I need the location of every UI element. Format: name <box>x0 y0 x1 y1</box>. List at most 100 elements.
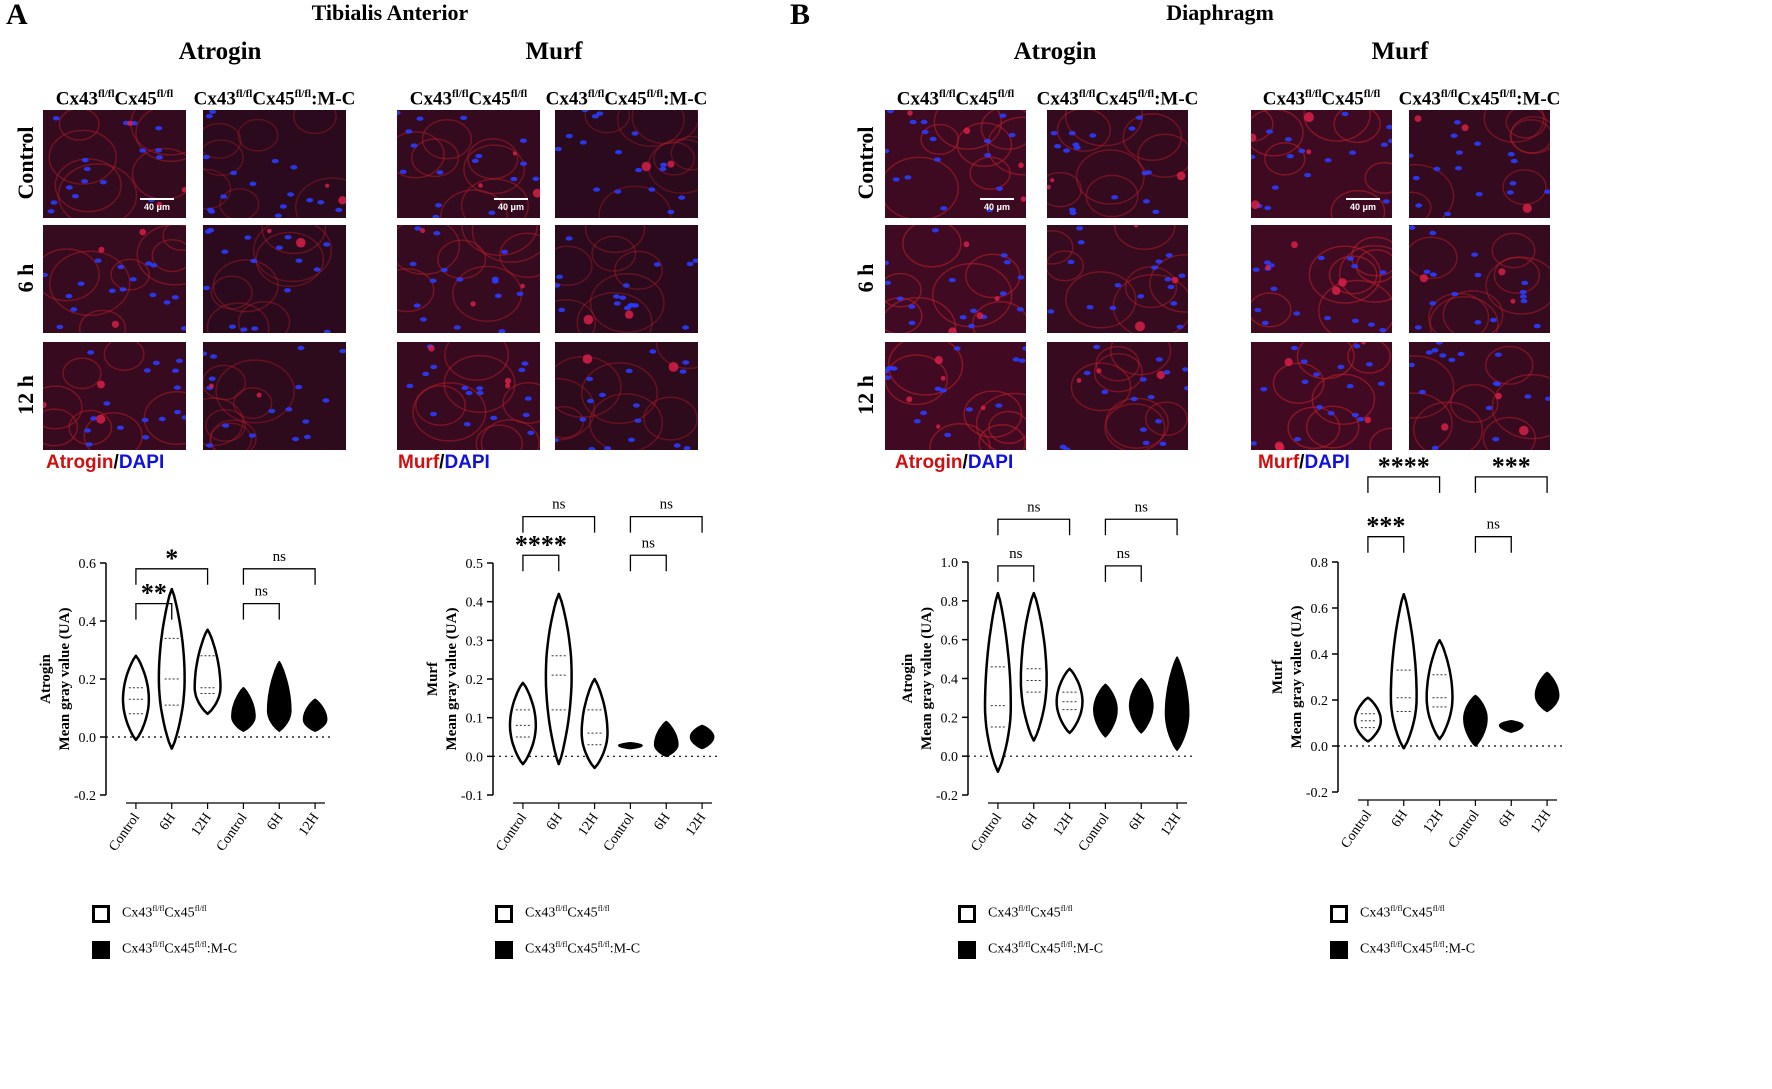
micrograph-image <box>555 225 698 333</box>
legend-label-ko: Cx43fl/flCx45fl/fl:M-C <box>988 940 1104 957</box>
legend-label-wt: Cx43fl/flCx45fl/fl <box>988 904 1073 921</box>
row-label-1: 6 h <box>13 263 38 293</box>
x-tick-label: Control <box>106 811 143 855</box>
significance-label: *** <box>1366 512 1405 541</box>
x-tick-label: 12H <box>576 811 602 839</box>
y-axis-label-2: Mean gray value (UA) <box>919 607 935 750</box>
y-tick-label: 0.2 <box>466 673 484 688</box>
micrograph-image: 40 μm <box>43 110 186 218</box>
y-axis-label-1: Atrogin <box>900 653 916 703</box>
significance-label: **** <box>1378 452 1430 481</box>
violin-shape <box>1498 719 1524 733</box>
violin-chart: -0.2 0.0 0.2 0.4 0.6 Atrogin Mean gray value (… <box>38 544 333 855</box>
stain-label-ta-murf: Murf/DAPI <box>398 452 490 473</box>
x-tick-label: 12H <box>1051 811 1077 839</box>
y-tick-label: -0.1 <box>461 789 483 804</box>
violin-shape <box>653 720 679 758</box>
significance-label: ns <box>1027 499 1041 515</box>
violin-shape <box>121 654 151 742</box>
genotype-header-wt: Cx43fl/flCx45fl/fl <box>409 88 528 110</box>
significance-bracket <box>1104 518 1178 536</box>
significance-label: ns <box>1135 499 1149 515</box>
x-tick-label: Control <box>1338 808 1375 852</box>
micrograph-image <box>555 342 698 450</box>
y-axis-label-2: Mean gray value (UA) <box>444 608 460 751</box>
y-tick-label: 0.2 <box>79 673 97 688</box>
micrograph-image <box>203 225 346 333</box>
genotype-header-ko: Cx43fl/flCx45fl/fl:M-C <box>193 88 356 110</box>
y-tick-label: 0.4 <box>1311 648 1329 663</box>
stain-label-di-murf: Murf/DAPI <box>1258 452 1350 473</box>
legend-label-wt: Cx43fl/flCx45fl/fl <box>525 904 610 921</box>
y-tick-label: 0.0 <box>79 731 97 746</box>
x-tick-label: Control <box>1446 808 1483 852</box>
legend-label-ko: Cx43fl/flCx45fl/fl:M-C <box>525 940 641 957</box>
violin-shape <box>193 628 222 716</box>
micrograph-image: 40 μm <box>1251 110 1392 218</box>
x-tick-label: Control <box>493 811 530 855</box>
y-tick-label: 0.1 <box>466 712 484 727</box>
y-axis-label-1: Murf <box>1270 659 1286 694</box>
x-tick-label: 6H <box>1496 808 1518 831</box>
x-tick-label: 12H <box>683 811 709 839</box>
violin-shape <box>1019 591 1048 742</box>
micrograph-image <box>1047 342 1188 450</box>
violin-shape <box>508 681 538 766</box>
y-axis-label-1: Murf <box>425 661 441 696</box>
y-tick-label: 0.6 <box>79 557 97 572</box>
genotype-header-ko: Cx43fl/flCx45fl/fl:M-C <box>545 88 708 110</box>
row-label-2: 12 h <box>13 375 38 415</box>
x-tick-label: Control <box>968 811 1005 855</box>
y-tick-label: -0.2 <box>74 789 96 804</box>
significance-bracket <box>997 518 1071 536</box>
micrograph-image <box>1409 225 1550 333</box>
row-label-0: Control <box>13 126 38 200</box>
legend-label-wt: Cx43fl/flCx45fl/fl <box>1360 904 1445 921</box>
significance-bracket <box>522 515 596 533</box>
violin-shape <box>266 660 292 732</box>
violin-shape <box>302 698 328 732</box>
y-tick-label: 0.2 <box>1311 694 1329 709</box>
x-tick-label: 12H <box>1528 808 1554 836</box>
micrograph-image <box>43 225 186 333</box>
violin-shape <box>580 677 609 770</box>
x-tick-label: 12H <box>296 811 322 839</box>
significance-bracket <box>135 568 209 585</box>
violin-shape <box>544 592 573 766</box>
scale-bar: 40 μm <box>140 198 174 212</box>
significance-bracket <box>629 515 703 533</box>
x-tick-label: 6H <box>1019 811 1041 834</box>
micrograph-image <box>555 110 698 218</box>
micrograph-image <box>397 225 540 333</box>
violin-chart: -0.2 0.0 0.2 0.4 0.6 0.8 1.0 Atrogin Mean gray v… <box>900 499 1195 855</box>
y-axis-label-2: Mean gray value (UA) <box>57 608 73 751</box>
violin-chart: -0.1 0.0 0.1 0.2 0.3 0.4 0.5 Murf Mean gray valu… <box>425 497 720 855</box>
significance-label: ns <box>273 549 287 565</box>
significance-bracket <box>629 554 667 572</box>
legend-swatch-ko <box>495 941 513 959</box>
violin-shape <box>983 591 1013 773</box>
legend-label-ko: Cx43fl/flCx45fl/fl:M-C <box>1360 940 1476 957</box>
significance-label: ns <box>660 497 674 513</box>
marker-title-ta-atrogin: Atrogin <box>178 38 262 65</box>
legend-swatch-wt <box>495 905 513 923</box>
y-tick-label: -0.2 <box>1306 786 1328 801</box>
y-tick-label: 0.6 <box>941 634 959 649</box>
violin-shape <box>1389 592 1418 750</box>
legend-label-wt: Cx43fl/flCx45fl/fl <box>122 904 207 921</box>
x-tick-label: 12H <box>189 811 215 839</box>
legend-swatch-wt <box>92 905 110 923</box>
micrograph-image <box>1047 110 1188 218</box>
violin-shape <box>1128 677 1154 734</box>
marker-title-ta-murf: Murf <box>525 38 583 65</box>
micrograph-image <box>203 342 346 450</box>
legend-swatch-ko <box>1330 941 1348 959</box>
y-tick-label: 0.8 <box>1311 556 1329 571</box>
y-tick-label: 0.5 <box>466 557 484 572</box>
significance-label: ns <box>552 497 566 513</box>
muscle-title-diaphragm: Diaphragm <box>1166 0 1274 25</box>
significance-bracket <box>135 602 173 620</box>
marker-title-di-atrogin: Atrogin <box>1013 38 1097 65</box>
stain-label-ta-atrogin: Atrogin/DAPI <box>46 452 165 473</box>
violin-shape <box>1425 638 1454 741</box>
